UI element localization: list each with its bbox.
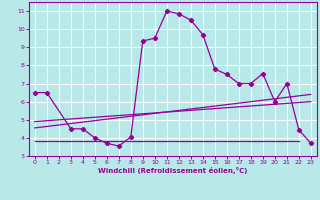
X-axis label: Windchill (Refroidissement éolien,°C): Windchill (Refroidissement éolien,°C) [98, 167, 247, 174]
